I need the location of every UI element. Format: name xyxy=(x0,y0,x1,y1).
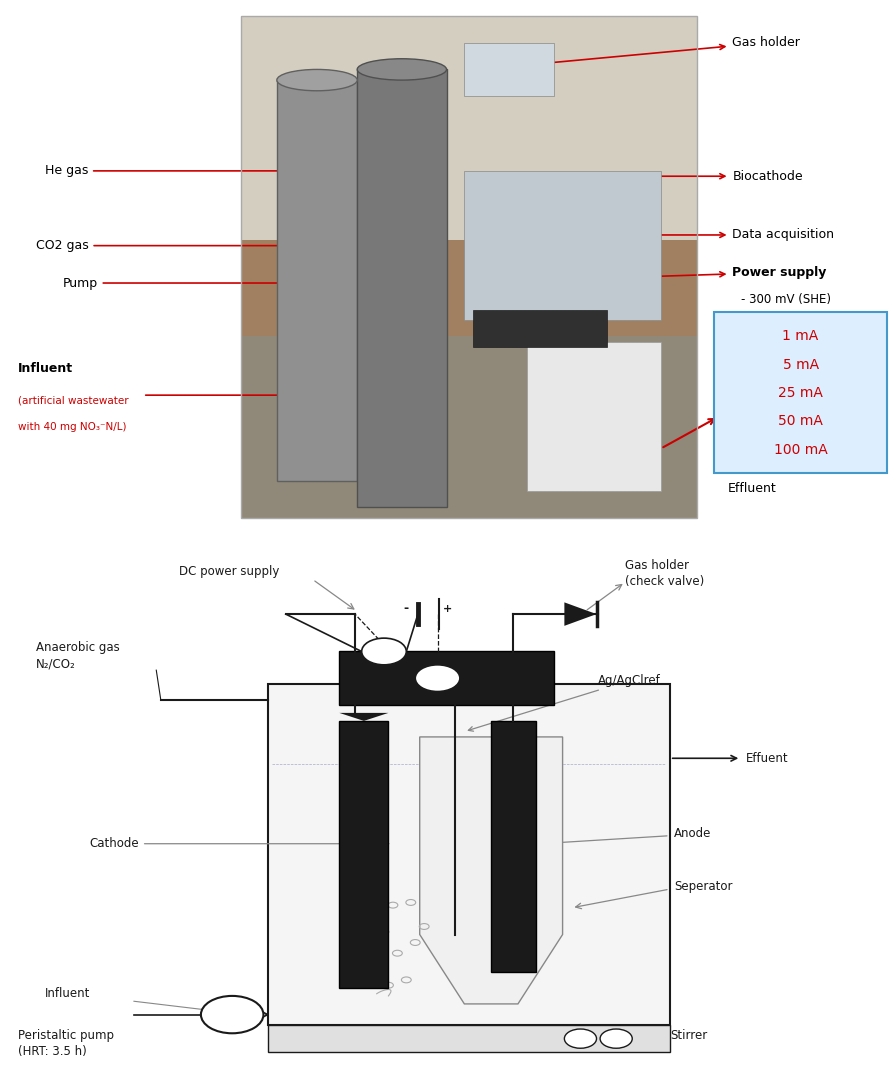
Bar xyxy=(268,1025,670,1052)
Bar xyxy=(241,16,697,518)
Bar xyxy=(339,721,388,988)
Text: Power supply: Power supply xyxy=(619,266,827,279)
Text: Stirrer: Stirrer xyxy=(670,1030,707,1042)
Circle shape xyxy=(415,664,460,692)
Text: Data acquisition: Data acquisition xyxy=(592,229,834,241)
Text: (HRT: 3.5 h): (HRT: 3.5 h) xyxy=(18,1046,87,1058)
Bar xyxy=(241,240,697,336)
Bar xyxy=(339,651,554,705)
Text: Gas holder: Gas holder xyxy=(625,559,689,571)
Text: Ag/AgClref.: Ag/AgClref. xyxy=(468,674,663,732)
Text: -: - xyxy=(404,602,409,615)
Bar xyxy=(527,342,661,491)
Text: Effluent: Effluent xyxy=(728,482,777,496)
Text: Influent: Influent xyxy=(45,987,90,1000)
Polygon shape xyxy=(420,737,563,1004)
Text: Anaerobic gas: Anaerobic gas xyxy=(36,642,120,655)
Polygon shape xyxy=(564,602,597,626)
Text: Effuent: Effuent xyxy=(746,752,789,765)
Text: - 300 mV (SHE): - 300 mV (SHE) xyxy=(741,293,831,305)
Text: Gas holder: Gas holder xyxy=(538,36,800,64)
Ellipse shape xyxy=(357,59,446,80)
Bar xyxy=(473,310,607,347)
Text: Peristaltic pump: Peristaltic pump xyxy=(18,1030,114,1042)
Text: 50 mA: 50 mA xyxy=(778,414,823,428)
Bar xyxy=(357,69,446,507)
FancyBboxPatch shape xyxy=(714,312,887,472)
Bar xyxy=(241,336,697,518)
Circle shape xyxy=(600,1030,632,1049)
Bar xyxy=(491,721,536,972)
Text: (check valve): (check valve) xyxy=(625,575,705,587)
Text: Anode: Anode xyxy=(674,827,712,839)
Text: Seperator: Seperator xyxy=(674,880,733,893)
Text: Pump: Pump xyxy=(63,277,388,289)
Text: 100 mA: 100 mA xyxy=(773,442,828,457)
Text: CO2 gas: CO2 gas xyxy=(36,239,371,252)
Text: DC power supply: DC power supply xyxy=(179,565,279,578)
Bar xyxy=(241,16,697,240)
Text: V: V xyxy=(434,673,441,684)
Polygon shape xyxy=(339,713,388,721)
Text: Cathode: Cathode xyxy=(89,837,388,850)
Bar xyxy=(464,171,661,320)
Text: He gas: He gas xyxy=(45,164,313,177)
Text: 5 mA: 5 mA xyxy=(782,358,819,372)
Text: with 40 mg NO₃⁻N/L): with 40 mg NO₃⁻N/L) xyxy=(18,422,127,433)
Bar xyxy=(241,16,697,518)
Circle shape xyxy=(564,1030,597,1049)
Text: N₂/CO₂: N₂/CO₂ xyxy=(36,658,76,671)
Text: +: + xyxy=(443,603,452,614)
Circle shape xyxy=(362,638,406,664)
Bar xyxy=(268,684,670,1025)
Bar xyxy=(277,80,357,481)
Ellipse shape xyxy=(277,69,357,91)
Text: 1 mA: 1 mA xyxy=(782,329,819,344)
Circle shape xyxy=(201,995,263,1034)
Text: A: A xyxy=(380,646,388,657)
Text: Biocathode: Biocathode xyxy=(574,170,803,183)
Text: Influent: Influent xyxy=(18,362,73,375)
Text: 25 mA: 25 mA xyxy=(778,386,823,400)
Bar xyxy=(464,43,554,96)
Text: (artificial wastewater: (artificial wastewater xyxy=(18,395,129,406)
